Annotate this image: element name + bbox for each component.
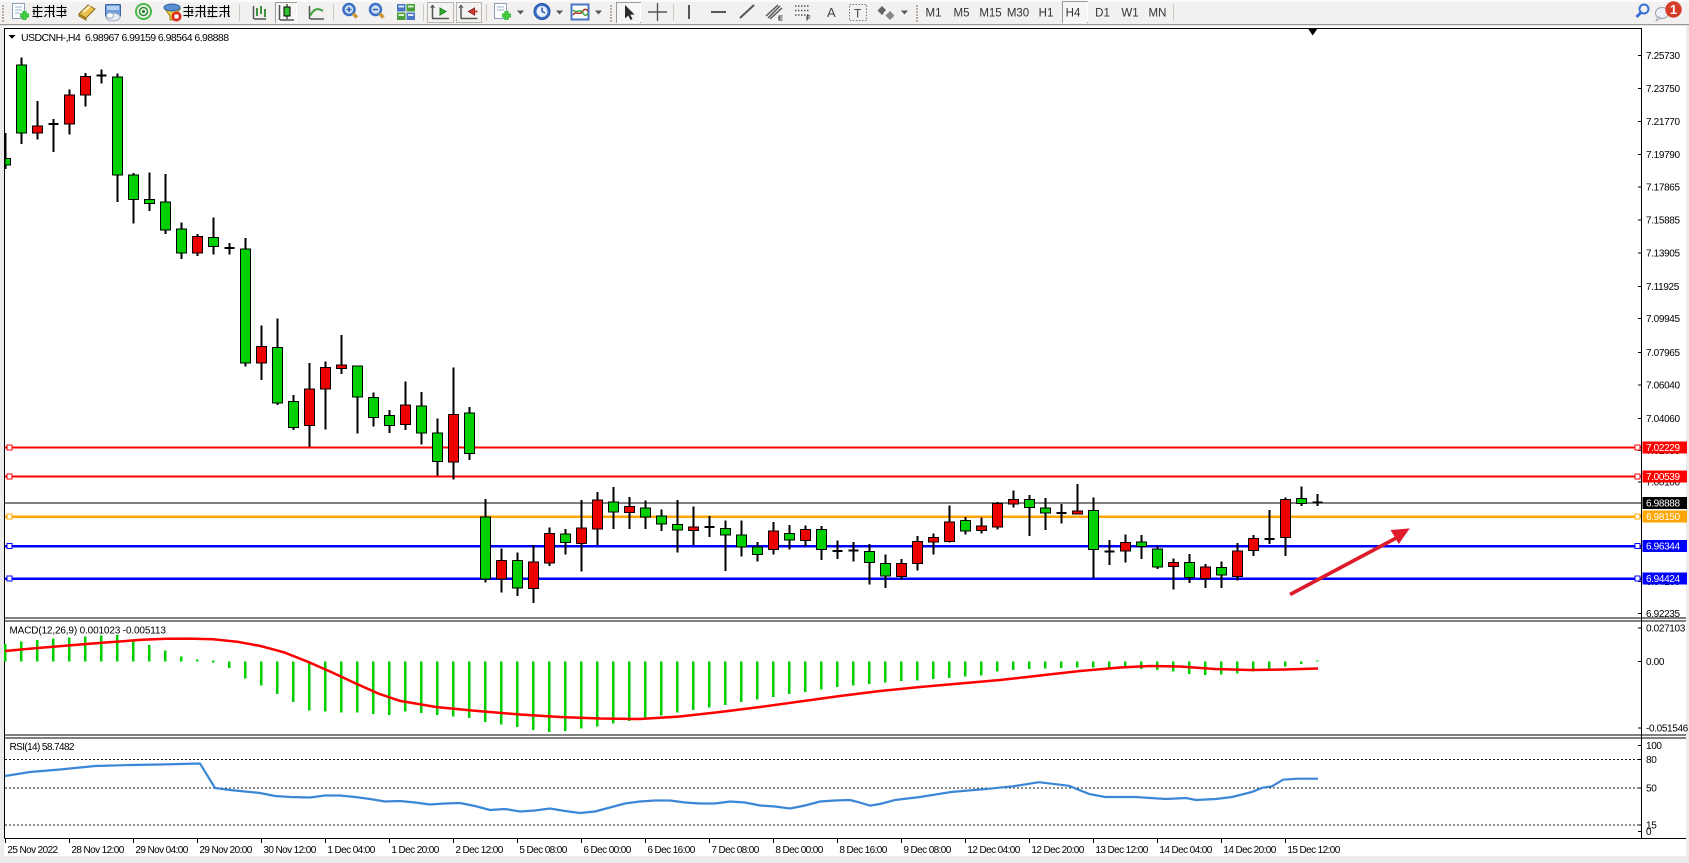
svg-text:0.027103: 0.027103: [1646, 624, 1686, 635]
svg-text:7.09945: 7.09945: [1646, 314, 1680, 325]
svg-text:5 Dec 08:00: 5 Dec 08:00: [519, 845, 567, 856]
svg-text:A: A: [827, 5, 836, 20]
svg-text:12 Dec 20:00: 12 Dec 20:00: [1031, 845, 1084, 856]
svg-text:M15: M15: [979, 8, 1001, 20]
svg-text:7.00539: 7.00539: [1646, 472, 1680, 483]
svg-text:8 Dec 00:00: 8 Dec 00:00: [775, 845, 823, 856]
svg-text:7.06040: 7.06040: [1646, 381, 1680, 392]
svg-text:7.21770: 7.21770: [1646, 117, 1680, 128]
svg-text:H1: H1: [1039, 8, 1054, 20]
svg-text:MN: MN: [1149, 8, 1167, 20]
svg-text:7.02229: 7.02229: [1646, 443, 1680, 454]
svg-text:6 Dec 16:00: 6 Dec 16:00: [647, 845, 695, 856]
svg-text:6.94424: 6.94424: [1646, 574, 1680, 585]
svg-text:7.23750: 7.23750: [1646, 84, 1680, 95]
svg-text:RSI(14) 58.7482: RSI(14) 58.7482: [10, 742, 75, 753]
svg-text:1 Dec 20:00: 1 Dec 20:00: [391, 845, 439, 856]
svg-text:-0.051546: -0.051546: [1646, 724, 1689, 735]
svg-text:8 Dec 16:00: 8 Dec 16:00: [839, 845, 887, 856]
svg-text:30 Nov 12:00: 30 Nov 12:00: [263, 845, 316, 856]
svg-text:28 Nov 12:00: 28 Nov 12:00: [71, 845, 124, 856]
svg-text:M5: M5: [954, 8, 970, 20]
svg-text:H4: H4: [1066, 8, 1081, 20]
svg-text:80: 80: [1646, 755, 1657, 766]
svg-text:14 Dec 20:00: 14 Dec 20:00: [1223, 845, 1276, 856]
svg-text:F: F: [806, 14, 811, 23]
svg-text:0: 0: [1646, 827, 1652, 838]
svg-text:7.13905: 7.13905: [1646, 249, 1680, 260]
svg-text:7.00100: 7.00100: [1646, 478, 1680, 489]
svg-text:7.11925: 7.11925: [1646, 282, 1680, 293]
svg-text:15: 15: [1646, 821, 1657, 832]
svg-text:2 Dec 12:00: 2 Dec 12:00: [455, 845, 503, 856]
svg-text:6 Dec 00:00: 6 Dec 00:00: [583, 845, 631, 856]
svg-text:7.17865: 7.17865: [1646, 183, 1680, 194]
svg-text:7.25730: 7.25730: [1646, 51, 1680, 62]
svg-text:MACD(12,26,9) 0.001023 -0.0051: MACD(12,26,9) 0.001023 -0.005113: [10, 626, 167, 637]
svg-text:M1: M1: [926, 8, 942, 20]
svg-text:29 Nov 04:00: 29 Nov 04:00: [135, 845, 188, 856]
svg-text:E: E: [778, 14, 783, 23]
svg-text:15 Dec 12:00: 15 Dec 12:00: [1287, 845, 1340, 856]
svg-text:USDCNH-,H4 6.98967 6.99159 6.: USDCNH-,H4 6.98967 6.99159 6.98564 6.988…: [21, 32, 229, 44]
svg-text:1: 1: [1670, 2, 1677, 17]
svg-text:7.19790: 7.19790: [1646, 150, 1680, 161]
svg-text:29 Nov 20:00: 29 Nov 20:00: [199, 845, 252, 856]
svg-text:6.96344: 6.96344: [1646, 542, 1680, 553]
svg-text:W1: W1: [1121, 8, 1138, 20]
svg-text:14 Dec 04:00: 14 Dec 04:00: [1159, 845, 1212, 856]
svg-text:25 Nov 2022: 25 Nov 2022: [7, 845, 58, 856]
svg-text:100: 100: [1646, 741, 1662, 752]
svg-text:D1: D1: [1095, 8, 1110, 20]
svg-text:12 Dec 04:00: 12 Dec 04:00: [967, 845, 1020, 856]
svg-text:0.00: 0.00: [1646, 657, 1665, 668]
svg-text:M30: M30: [1007, 8, 1029, 20]
svg-text:6.98888: 6.98888: [1646, 499, 1680, 510]
svg-text:9 Dec 08:00: 9 Dec 08:00: [903, 845, 951, 856]
svg-text:T: T: [854, 7, 862, 21]
svg-text:6.92235: 6.92235: [1646, 609, 1680, 620]
svg-text:6.98150: 6.98150: [1646, 512, 1680, 523]
svg-text:7.15885: 7.15885: [1646, 216, 1680, 227]
svg-text:7 Dec 08:00: 7 Dec 08:00: [711, 845, 759, 856]
svg-text:7.04060: 7.04060: [1646, 414, 1680, 425]
svg-text:1 Dec 04:00: 1 Dec 04:00: [327, 845, 375, 856]
svg-text:7.07965: 7.07965: [1646, 348, 1680, 359]
svg-text:13 Dec 12:00: 13 Dec 12:00: [1095, 845, 1148, 856]
svg-text:50: 50: [1646, 783, 1657, 794]
